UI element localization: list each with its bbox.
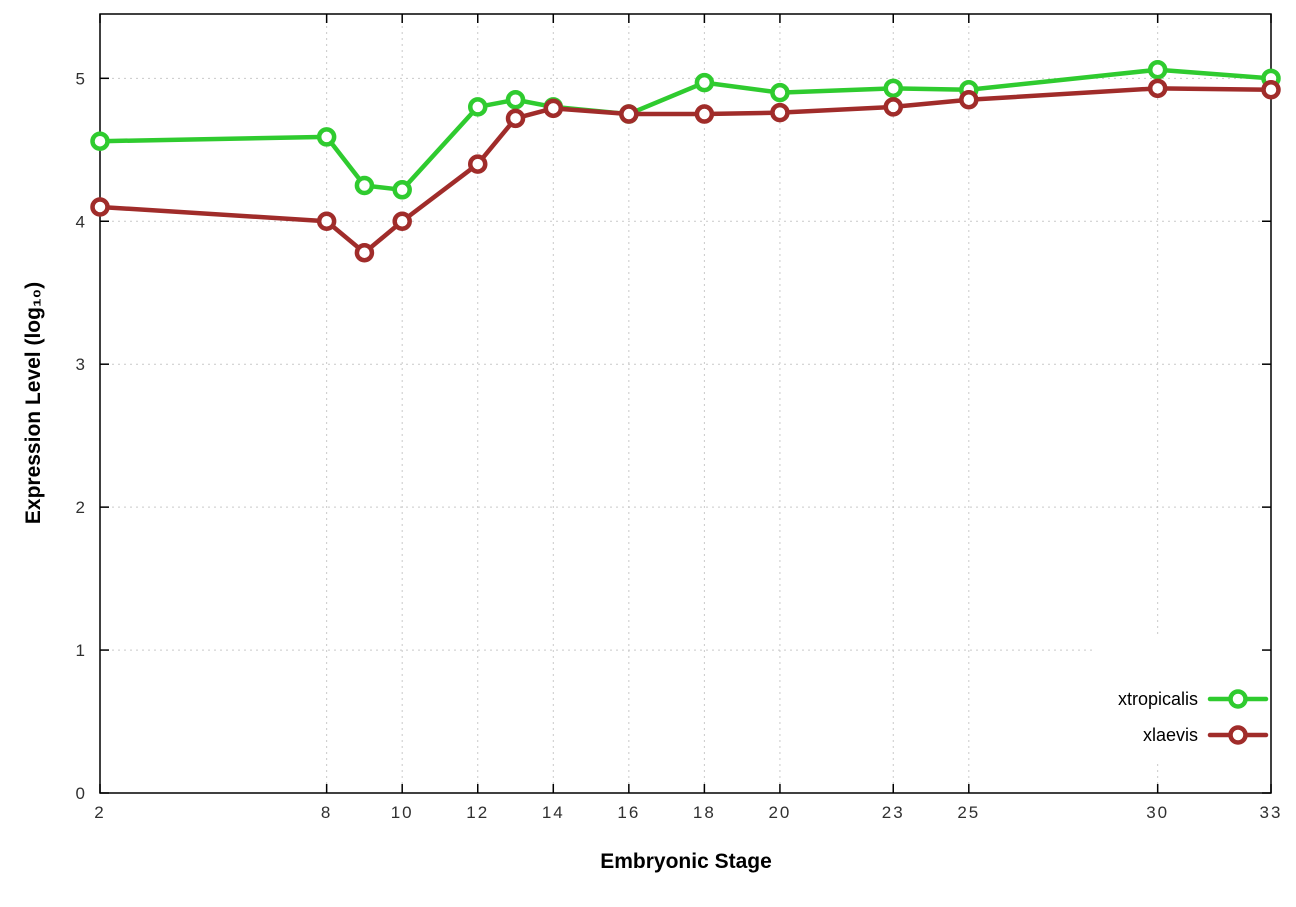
y-tick-label: 5 [76,69,87,88]
x-tick-label: 2 [94,803,105,822]
x-tick-label: 30 [1146,803,1169,822]
x-axis-title: Embryonic Stage [600,850,772,873]
y-tick-label: 3 [76,355,87,374]
data-point-xtropicalis [90,131,110,151]
data-point-xlaevis [543,98,564,119]
data-point-xlaevis [1261,80,1281,100]
data-point-xtropicalis [1147,59,1168,80]
data-point-xtropicalis [354,175,375,196]
data-point-xlaevis [770,102,790,123]
x-tick-label: 25 [957,803,980,822]
y-axis-title: Expression Level (log₁₀) [22,281,45,525]
x-tick-label: 14 [542,803,565,822]
plot-border [99,13,1272,794]
legend-marker-xlaevis [1228,725,1248,745]
data-point-xtropicalis [770,82,790,103]
data-point-xtropicalis [505,90,526,110]
series-line-xlaevis [97,86,1274,255]
data-point-xlaevis [392,211,412,232]
legend-label-xlaevis: xlaevis [1143,725,1198,745]
x-tick-label: 20 [768,803,791,822]
y-tick-label: 4 [76,212,87,231]
series-line-xtropicalis [97,67,1274,193]
data-point-xtropicalis [316,127,337,147]
x-tick-label: 18 [693,803,716,822]
y-tick-label: 2 [76,498,87,517]
legend-label-xtropicalis: xtropicalis [1118,689,1198,709]
data-point-xlaevis [316,211,337,232]
data-point-xtropicalis [694,72,715,93]
data-point-xlaevis [354,242,375,263]
data-point-xtropicalis [392,180,412,200]
data-point-xlaevis [90,197,110,217]
x-tick-label: 8 [321,803,332,822]
x-tick-label: 16 [617,803,640,822]
legend-marker-xtropicalis [1228,689,1248,709]
data-point-xlaevis [883,97,904,117]
x-tick-label: 33 [1260,803,1283,822]
x-tick-label: 12 [466,803,489,822]
data-point-xlaevis [505,108,526,129]
data-point-xtropicalis [467,97,488,117]
y-tick-label: 0 [76,784,87,803]
data-point-xlaevis [694,104,715,124]
data-point-xtropicalis [883,78,904,99]
data-point-xlaevis [467,154,488,174]
x-tick-label: 23 [882,803,905,822]
x-tick-label: 10 [391,803,414,822]
data-point-xlaevis [959,90,979,110]
data-point-xlaevis [1147,78,1168,99]
y-tick-label: 1 [76,641,87,660]
data-point-xlaevis [619,104,639,124]
